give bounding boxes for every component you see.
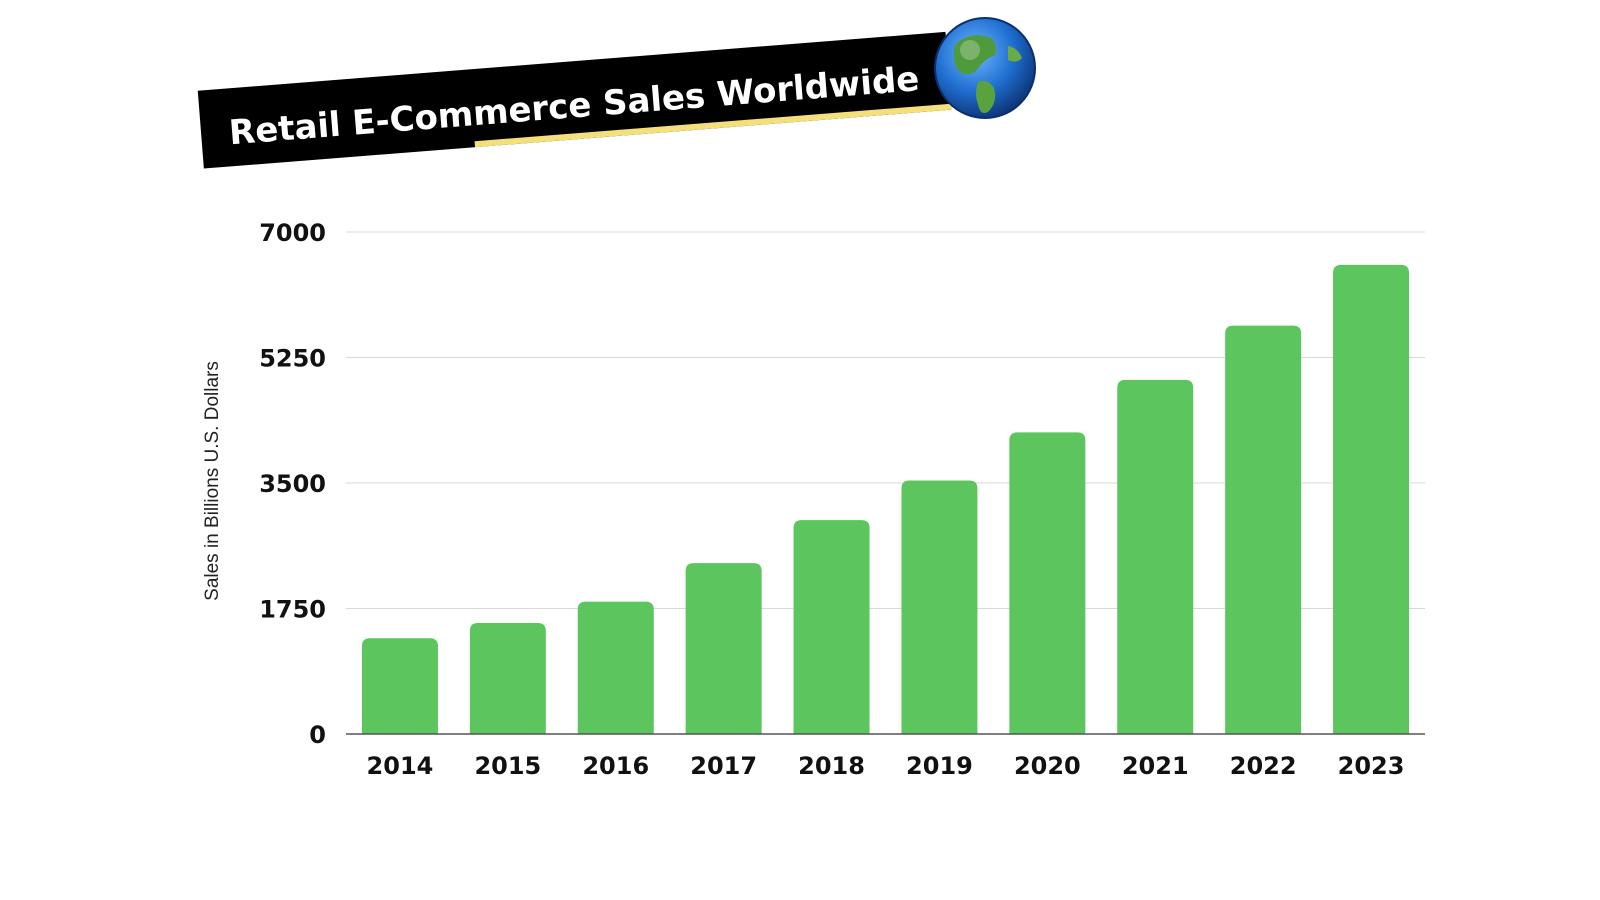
bar-2021 [1117,379,1194,734]
x-tick-label: 2021 [1122,752,1189,780]
bar-2018 [793,520,870,734]
y-tick-label: 5250 [259,345,326,373]
bar-2014 [361,638,438,734]
title-banner: Retail E-Commerce Sales Worldwide [197,31,952,169]
y-tick-label: 1750 [259,596,326,624]
x-axis-ticks: 2014 2015 2016 2017 2018 2019 2020 2021 2022 2023 [367,752,1405,780]
bar-2017 [685,563,762,734]
y-tick-label: 0 [309,721,326,749]
bar-2015 [469,622,546,734]
bar-2016 [577,601,654,734]
bar-2019 [901,480,978,734]
x-tick-label: 2022 [1230,752,1297,780]
bar-2020 [1009,432,1086,734]
x-tick-label: 2016 [582,752,649,780]
title-banner-background [197,31,952,169]
x-tick-label: 2019 [906,752,973,780]
x-tick-label: 2023 [1338,752,1405,780]
title-underline [474,103,952,148]
x-tick-label: 2018 [798,752,865,780]
x-tick-label: 2014 [367,752,434,780]
y-axis-ticks: 0 1750 3500 5250 7000 [259,219,326,749]
bar-2022 [1225,325,1302,734]
bars [361,264,1410,734]
x-tick-label: 2020 [1014,752,1081,780]
x-tick-label: 2015 [474,752,541,780]
globe-icon [934,17,1036,119]
y-tick-label: 3500 [259,470,326,498]
x-tick-label: 2017 [690,752,757,780]
bar-2023 [1333,264,1410,734]
y-axis-label: Sales in Billions U.S. Dollars [202,361,223,601]
y-tick-label: 7000 [259,219,326,247]
